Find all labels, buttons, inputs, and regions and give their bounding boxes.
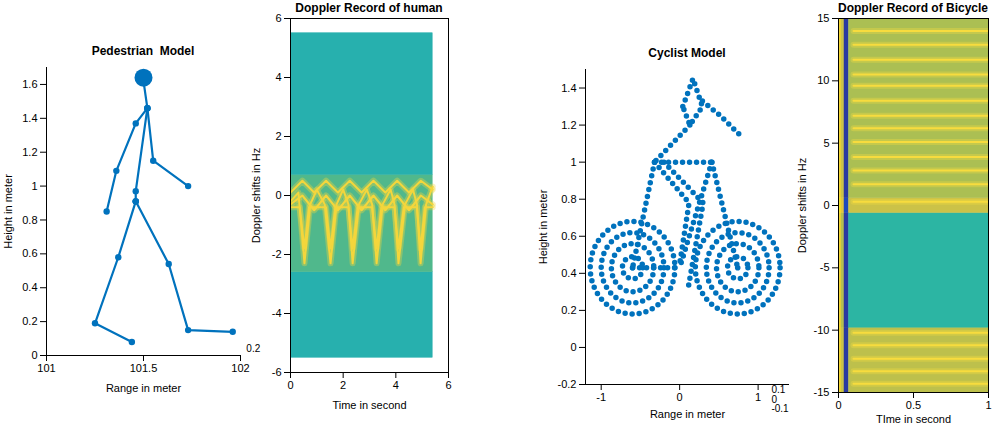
html-text:Doppler Record of human: Doppler Record of human [295,1,443,15]
svg-text:Doppler shifts in Hz: Doppler shifts in Hz [250,148,262,243]
svg-text:0.2: 0.2 [561,304,576,316]
svg-text:Range in meter: Range in meter [650,408,726,420]
svg-text:4: 4 [393,379,399,391]
svg-text:1.2: 1.2 [561,119,576,131]
svg-text:0.1: 0.1 [771,384,786,396]
svg-text:0.4: 0.4 [22,281,37,293]
svg-text:1: 1 [755,391,761,403]
svg-text:0.2: 0.2 [246,343,260,354]
svg-text:0: 0 [771,393,777,405]
svg-text:0: 0 [823,199,829,211]
svg-text:0.8: 0.8 [22,213,37,225]
svg-text:101.5: 101.5 [130,362,158,374]
svg-text:TIme in second: TIme in second [876,413,951,425]
svg-text:0.5: 0.5 [906,399,921,411]
svg-text:-1: -1 [596,391,606,403]
svg-text:5: 5 [823,137,829,149]
svg-text:2: 2 [275,130,281,142]
svg-text:1: 1 [31,180,37,192]
svg-text:0: 0 [275,189,281,201]
html-text:Pedestrian Model: Pedestrian Model [91,44,195,58]
svg-text:Height in meter: Height in meter [537,189,549,264]
svg-text:1.4: 1.4 [22,112,37,124]
svg-text:0: 0 [677,391,683,403]
svg-text:0: 0 [570,341,576,353]
svg-text:-6: -6 [272,366,282,378]
svg-text:1.4: 1.4 [561,82,576,94]
svg-text:0: 0 [835,399,841,411]
svg-text:0: 0 [287,379,293,391]
svg-text:2: 2 [340,379,346,391]
svg-text:0.6: 0.6 [561,230,576,242]
svg-text:-4: -4 [272,307,282,319]
svg-text:-0.1: -0.1 [771,403,789,414]
html-text:Cyclist Model: Cyclist Model [648,46,726,60]
svg-text:Range in meter: Range in meter [106,382,182,394]
html-text:Doppler Record of Bicycle: Doppler Record of Bicycle [838,1,988,15]
svg-text:0.6: 0.6 [22,247,37,259]
svg-text:4: 4 [275,71,281,83]
svg-text:15: 15 [817,12,829,24]
svg-text:1: 1 [985,399,991,411]
svg-text:6: 6 [445,379,451,391]
svg-text:0.2: 0.2 [22,315,37,327]
svg-text:-15: -15 [814,386,830,398]
svg-text:0.8: 0.8 [561,193,576,205]
svg-text:-10: -10 [814,324,830,336]
svg-text:101: 101 [37,362,55,374]
svg-text:102: 102 [231,362,249,374]
svg-text:Time in second: Time in second [332,399,406,411]
svg-text:0.4: 0.4 [561,267,576,279]
svg-text:10: 10 [817,74,829,86]
svg-text:1.2: 1.2 [22,146,37,158]
svg-text:0: 0 [31,349,37,361]
svg-text:-5: -5 [820,261,830,273]
svg-text:6: 6 [275,12,281,24]
svg-text:1.6: 1.6 [22,78,37,90]
svg-text:-2: -2 [272,248,282,260]
svg-text:1: 1 [570,156,576,168]
svg-text:Doppler shifts in Hz: Doppler shifts in Hz [796,158,808,253]
svg-text:-0.2: -0.2 [558,378,577,390]
svg-text:Height in meter: Height in meter [2,174,14,249]
